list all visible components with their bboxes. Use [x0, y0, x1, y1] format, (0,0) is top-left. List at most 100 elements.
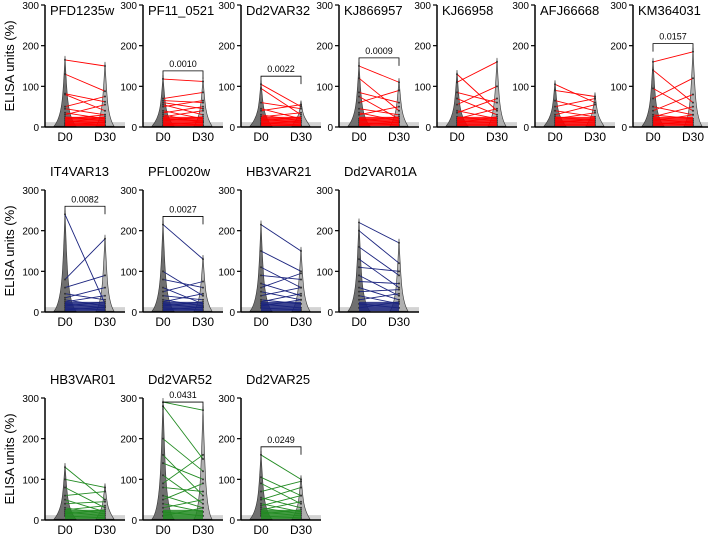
x-tick-label: D0 — [547, 130, 563, 144]
x-tick-label: D0 — [57, 315, 73, 329]
y-tick-label: 100 — [120, 82, 137, 93]
x-tick-label: D30 — [388, 315, 410, 329]
paired-line — [358, 230, 400, 264]
d0-point — [260, 290, 262, 293]
paired-line — [162, 293, 204, 303]
d0-point — [652, 105, 654, 108]
d0-point — [358, 65, 360, 67]
d30-point — [104, 298, 106, 301]
d30-point — [398, 270, 400, 273]
x-tick-label: D0 — [155, 315, 171, 329]
d0-point — [64, 498, 66, 501]
panel-Dd2VAR25: 0 100 200 300 D0 D30 Dd2VAR25 0.0249 — [218, 372, 321, 537]
paired-line — [162, 495, 204, 509]
d0-point — [358, 274, 360, 277]
paired-line — [260, 272, 302, 289]
dense-line-cluster — [163, 509, 203, 520]
d0-point — [162, 462, 164, 465]
d0-point — [260, 101, 262, 104]
paired-line — [162, 482, 204, 501]
paired-line — [162, 487, 204, 492]
paired-line — [260, 291, 302, 301]
panel-IT4VAR13: 0 100 200 300 D0 D30 IT4VAR13 0.0082 — [22, 164, 125, 329]
d30-point — [300, 272, 302, 275]
significance-bracket — [162, 70, 204, 79]
panel-title: AFJ66668 — [540, 3, 599, 18]
d30-point — [398, 113, 400, 116]
d0-point — [162, 223, 164, 226]
d30-point — [496, 113, 498, 116]
d0-point — [554, 89, 556, 92]
d0-point — [162, 278, 164, 281]
x-tick-label: D30 — [290, 315, 312, 329]
paired-line — [64, 293, 106, 301]
y-tick-label: 300 — [120, 394, 137, 405]
paired-line — [652, 94, 694, 112]
panel-PFL0020w: 0 100 200 300 D0 D30 PFL0020w 0.0027 — [120, 164, 223, 329]
paired-line — [162, 279, 204, 289]
paired-line — [652, 69, 694, 103]
d30-point — [300, 103, 302, 106]
d30-point — [104, 90, 106, 93]
d0-point — [162, 298, 164, 301]
d0-point — [64, 113, 66, 116]
paired-line — [554, 100, 596, 112]
panel-title: Dd2VAR52 — [148, 372, 212, 387]
d30-point — [104, 498, 106, 501]
panel-HB3VAR21: 0 100 200 300 D0 D30 HB3VAR21 — [218, 164, 321, 329]
d30-point — [202, 286, 204, 289]
d0-point — [260, 506, 262, 509]
x-tick-label: D0 — [645, 130, 661, 144]
d30-point — [692, 113, 694, 116]
d0-point — [554, 105, 556, 108]
d0-point — [162, 506, 164, 509]
paired-line — [456, 98, 498, 114]
y-tick-label: 200 — [120, 42, 137, 53]
d30-point — [300, 294, 302, 297]
d0-point — [358, 111, 360, 114]
p-value-label: 0.0027 — [169, 204, 197, 214]
d0-point — [260, 482, 262, 485]
y-tick-label: 300 — [218, 394, 235, 405]
d30-point — [594, 103, 596, 106]
x-tick-label: D30 — [94, 523, 116, 537]
y-tick-label: 0 — [621, 123, 627, 134]
dense-line-cluster — [359, 116, 399, 127]
d30-point — [202, 498, 204, 501]
x-tick-label: D30 — [290, 130, 312, 144]
significance-bracket — [652, 43, 694, 52]
d0-point — [260, 113, 262, 116]
y-tick-label: 100 — [218, 475, 235, 486]
d30-point — [300, 111, 302, 114]
d30-point — [104, 237, 106, 240]
d0-point — [456, 109, 458, 112]
paired-line — [260, 497, 302, 509]
d30-point — [202, 478, 204, 481]
panel-title: Dd2VAR25 — [246, 372, 310, 387]
significance-bracket — [358, 57, 400, 66]
y-tick-label: 100 — [414, 82, 431, 93]
d0-point — [162, 294, 164, 297]
paired-line — [162, 405, 204, 460]
d0-point — [652, 60, 654, 63]
x-tick-label: D0 — [449, 130, 465, 144]
d0-point — [358, 101, 360, 104]
d30-point — [300, 486, 302, 489]
d30-point — [202, 80, 204, 83]
significance-bracket — [162, 401, 204, 411]
d0-point — [64, 213, 66, 216]
d0-point — [162, 109, 164, 112]
d30-point — [202, 258, 204, 261]
d0-point — [64, 107, 66, 110]
y-tick-label: 200 — [120, 435, 137, 446]
x-tick-label: D30 — [388, 130, 410, 144]
d30-point — [398, 105, 400, 108]
paired-line — [456, 61, 498, 83]
x-tick-label: D0 — [155, 130, 171, 144]
paired-line — [162, 499, 204, 509]
d30-point — [398, 89, 400, 92]
d0-point — [260, 250, 262, 252]
d0-point — [162, 453, 164, 456]
paired-line — [64, 505, 106, 511]
